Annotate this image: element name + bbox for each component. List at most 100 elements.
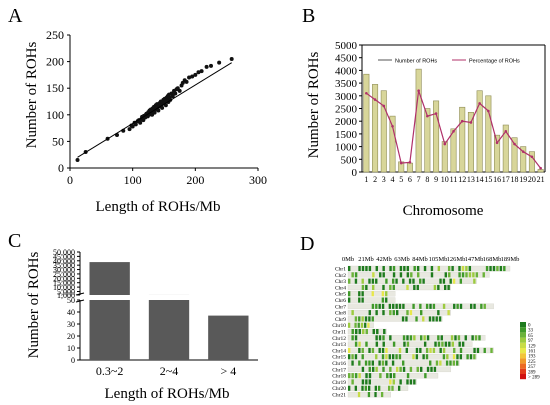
panel-b-ytick-label: 2000 [335,116,358,128]
panel-d-row-label: Chr19 [332,380,346,386]
panel-a-point [127,127,132,132]
panel-d-cell [382,266,385,272]
panel-d-cell [406,310,409,316]
panel-d-cell [372,272,375,278]
panel-d-cell [413,266,416,272]
panel-d-cell [375,335,378,341]
panel-d-legend-swatch [520,368,526,374]
panel-d-cell [420,366,423,372]
panel-d-legend-swatch [520,342,526,348]
panel-a-point [187,75,192,80]
panel-d-cell [375,341,379,347]
panel-d-cell [409,335,413,341]
panel-d-xtick-label: 84Mb [412,256,428,263]
panel-d-cell [439,360,442,366]
panel-d-cell [361,385,364,391]
panel-d-cell [430,272,434,278]
panel-d-row-track [347,309,452,316]
panel-b-xtick-label: 21 [537,175,545,184]
panel-d-cell [385,297,388,303]
panel-d-row-label: Chr7 [335,304,346,310]
panel-d-cell [423,335,426,341]
panel-d-cell [371,291,374,297]
panel-d-cell [357,392,361,398]
panel-d-cell [361,291,364,297]
panel-b-bar [494,134,501,173]
panel-b-ytick-label: 2500 [335,104,358,116]
panel-c-ytick-label: 10 [67,344,75,353]
panel-d-cell [361,278,364,284]
panel-d-cell [461,272,465,278]
panel-d-cell [437,335,440,341]
panel-d-cell [456,303,459,309]
panel-d-row-label: Chr5 [335,292,346,298]
panel-d-row-label: Chr4 [335,285,346,291]
panel-d-cell [442,354,446,360]
panel-d-cell [457,335,461,341]
panel-d-xtick-label: 42Mb [376,256,392,263]
panel-d-cell [378,303,381,309]
panel-b-xtick-label: 9 [434,175,438,184]
panel-b-ytick-label: 5000 [335,40,358,52]
panel-d-cell [465,266,468,272]
panel-b-xtick-label: 8 [425,175,429,184]
panel-d-row-track [347,379,417,385]
panel-label-a: A [8,5,23,27]
panel-d-cell [490,347,493,353]
panel-d-cell [426,335,430,341]
panel-d-cell [451,341,454,347]
panel-d-cell [389,310,392,316]
panel-d-row-track [347,284,452,291]
panel-d-cell [406,379,409,385]
panel-d-cell [424,373,427,379]
panel-c-ytick-label: 0 [71,356,75,365]
panel-b-xtick-label: 3 [382,175,386,184]
panel-d-cell [406,272,410,278]
panel-d-cell [389,335,392,341]
panel-b-bar [528,151,535,173]
panel-d-cell [419,278,422,284]
panel-d-cell [473,303,476,309]
panel-d-cell [368,266,372,272]
panel-d-cell [406,284,409,290]
panel-d-cell [351,360,354,366]
panel-d-cell [480,303,483,309]
panel-d-cell [375,303,378,309]
panel-d-cell [388,385,391,391]
panel-a-ytick-label: 250 [46,28,64,42]
panel-b-bar [485,95,492,173]
panel-d-cell [368,366,371,372]
panel-d-row-label: Chr10 [332,323,346,329]
panel-d-xtick-label: 189Mb [501,256,520,263]
panel-b-xtick-label: 11 [450,175,458,184]
panel-d-cell [406,341,410,347]
panel-a-ytick-label: 200 [46,55,64,69]
panel-d-row-label: Chr17 [332,367,346,373]
panel-c: C 0 10 20 30 40 501,0005,00010,00015,00020,00… [8,230,258,402]
panel-d-cell [358,373,361,379]
panel-d-cell [398,354,402,360]
panel-d-cell [385,291,388,297]
panel-d-cell [382,310,385,316]
panel-d-cell [459,303,463,309]
panel-d-row-label: Chr16 [332,361,346,367]
panel-d-cell [445,360,449,366]
panel-d-cell [364,385,367,391]
panel-d-cell [378,360,381,366]
panel-d-cell [358,329,361,335]
panel-d-cell [348,266,351,272]
panel-d-cell [371,316,374,322]
panel-d-cell [358,266,361,272]
panel-d-cell [372,329,375,335]
panel-c-ytick-label: 5,000 [57,287,75,296]
panel-d-cell [430,266,434,272]
panel-d-cell [446,354,449,360]
panel-d-cell [364,360,368,366]
panel-a-trend-line [77,62,232,158]
panel-d-cell [425,347,429,353]
panel-d-cell [355,329,358,335]
panel-c-bars [89,262,249,360]
panel-d-cell [365,266,368,272]
panel-a-ytick-label: 150 [46,81,64,95]
panel-d-row-label: Chr11 [332,330,346,336]
